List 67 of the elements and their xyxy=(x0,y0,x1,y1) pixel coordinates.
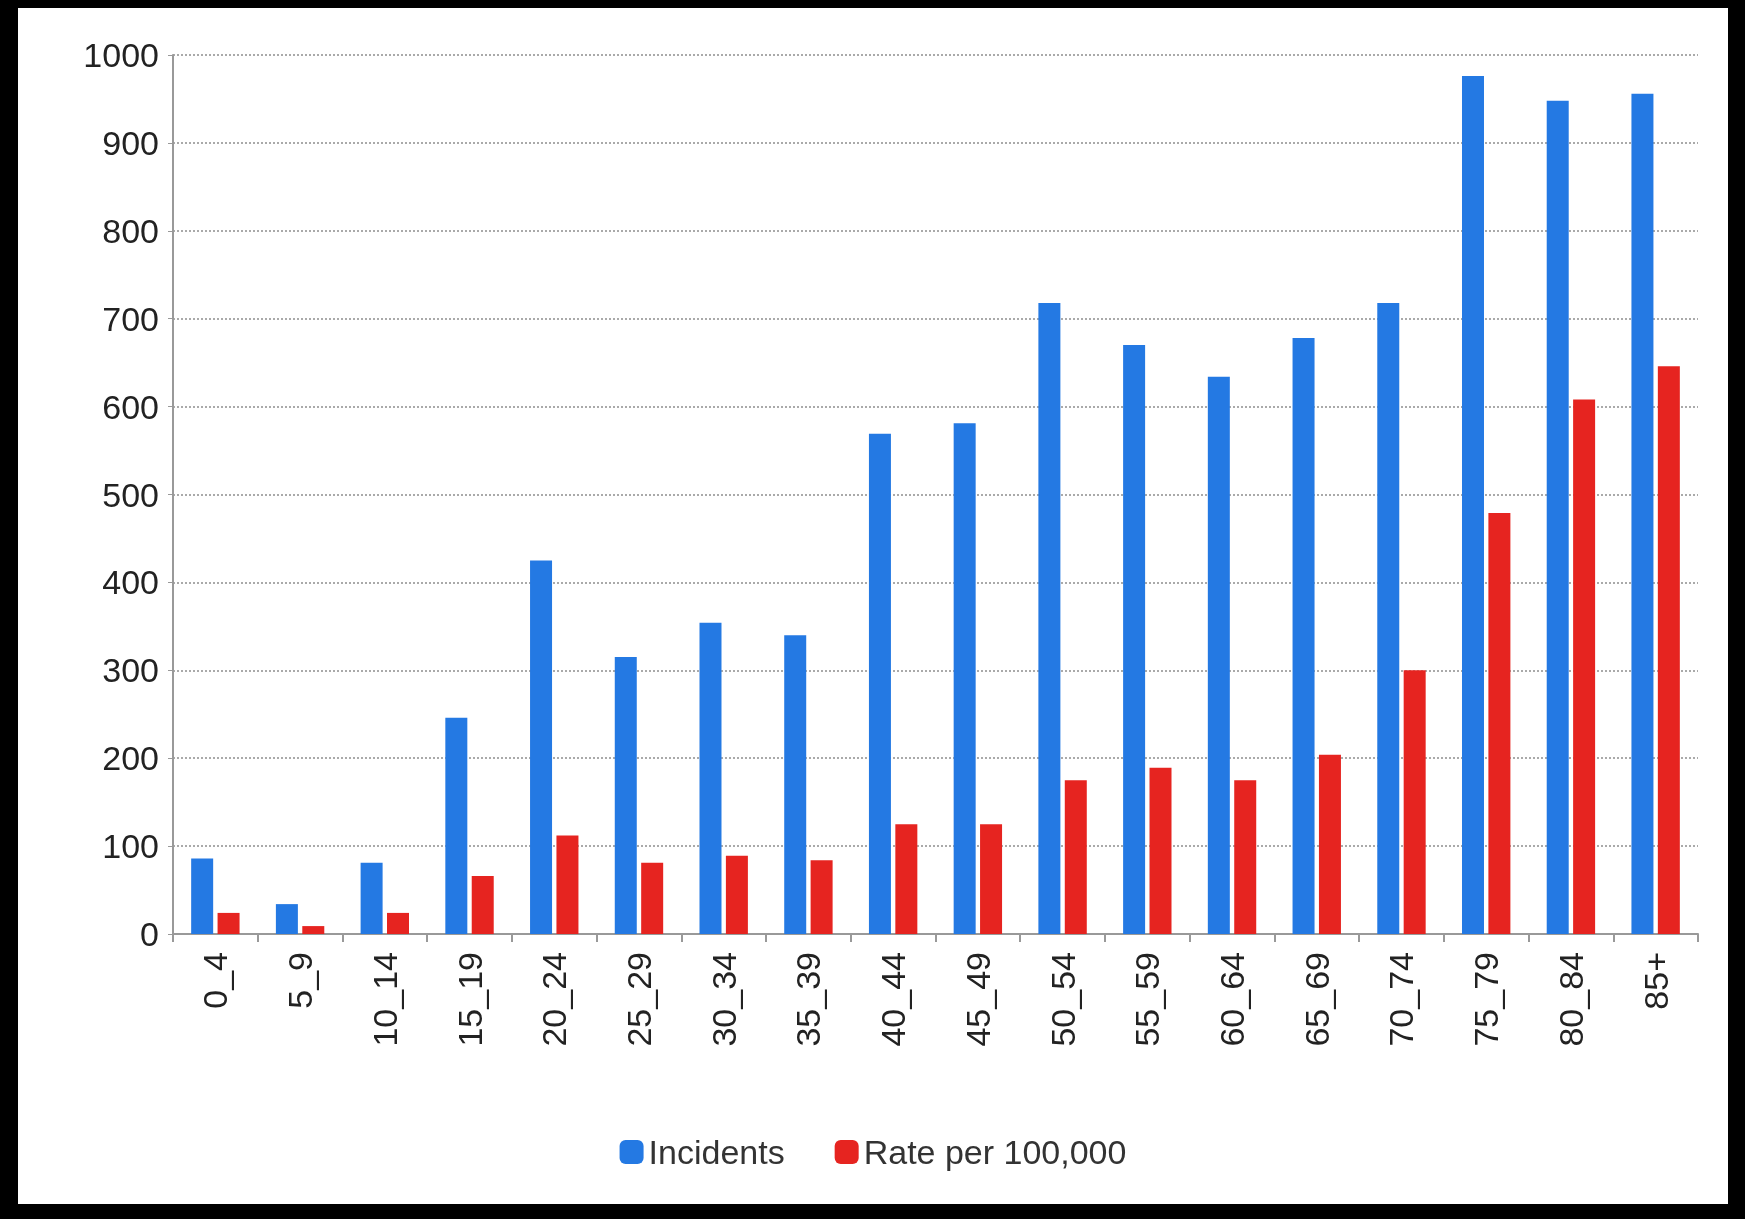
bar xyxy=(471,875,494,934)
bar xyxy=(530,560,553,934)
bar xyxy=(953,423,976,934)
bar xyxy=(1207,376,1230,934)
bar xyxy=(699,622,722,934)
bar xyxy=(191,858,214,934)
bar xyxy=(895,824,918,934)
y-tick-label: 0 xyxy=(140,915,159,953)
y-tick-label: 200 xyxy=(102,739,159,778)
bar xyxy=(1123,345,1146,934)
bar xyxy=(1149,767,1172,934)
y-tick-label: 300 xyxy=(102,651,159,690)
bar xyxy=(784,635,807,934)
y-tick-label: 100 xyxy=(102,827,159,866)
bar xyxy=(1403,670,1426,934)
x-tick-label: 55_59 xyxy=(1128,952,1167,1047)
bar xyxy=(1657,366,1680,934)
bar xyxy=(614,657,637,934)
x-tick-label: 70_74 xyxy=(1382,952,1421,1047)
bar xyxy=(1631,93,1654,934)
bar xyxy=(1292,338,1315,934)
bar xyxy=(275,904,298,934)
x-tick-label: 25_29 xyxy=(619,952,658,1047)
bar xyxy=(1234,780,1257,934)
bar xyxy=(1573,399,1596,934)
x-tick-label: 20_24 xyxy=(535,952,574,1047)
bar xyxy=(1546,100,1569,934)
x-tick-label: 5_9 xyxy=(281,952,320,1009)
bar xyxy=(302,926,325,934)
bar xyxy=(980,824,1003,934)
bar xyxy=(641,862,664,934)
bar xyxy=(1038,302,1061,934)
legend-label: Rate per 100,000 xyxy=(863,1133,1127,1171)
x-tick-label: 60_64 xyxy=(1213,952,1252,1047)
x-tick-label: 30_34 xyxy=(704,952,743,1047)
bar xyxy=(387,912,410,934)
bar xyxy=(1377,302,1400,934)
bar xyxy=(360,862,383,934)
bar xyxy=(1488,512,1511,934)
bar xyxy=(725,855,748,934)
bar xyxy=(810,860,833,934)
y-tick-label: 400 xyxy=(102,563,159,602)
x-tick-label: 0_4 xyxy=(196,952,235,1009)
x-tick-label: 10_14 xyxy=(365,952,404,1047)
y-tick-label: 700 xyxy=(102,299,159,338)
y-tick-label: 900 xyxy=(102,123,159,162)
x-tick-label: 45_49 xyxy=(958,952,997,1047)
x-tick-label: 75_79 xyxy=(1467,952,1506,1047)
bar xyxy=(445,717,468,934)
bar xyxy=(556,835,579,934)
bar xyxy=(1318,754,1341,934)
legend-label: Incidents xyxy=(648,1133,785,1171)
bar xyxy=(1064,780,1087,934)
y-tick-label: 500 xyxy=(102,475,159,514)
x-tick-label: 85+ xyxy=(1636,952,1675,1010)
bar xyxy=(217,912,240,934)
y-tick-label: 600 xyxy=(102,387,159,426)
x-tick-label: 35_39 xyxy=(789,952,828,1047)
x-tick-label: 15_19 xyxy=(450,952,489,1047)
bar xyxy=(868,433,891,934)
bar xyxy=(1461,76,1484,934)
y-tick-label: 800 xyxy=(102,211,159,250)
x-tick-label: 80_84 xyxy=(1551,952,1590,1047)
x-tick-label: 65_69 xyxy=(1297,952,1336,1047)
x-tick-label: 40_44 xyxy=(874,952,913,1047)
y-tick-label: 1000 xyxy=(83,36,159,74)
x-tick-label: 50_54 xyxy=(1043,952,1082,1047)
